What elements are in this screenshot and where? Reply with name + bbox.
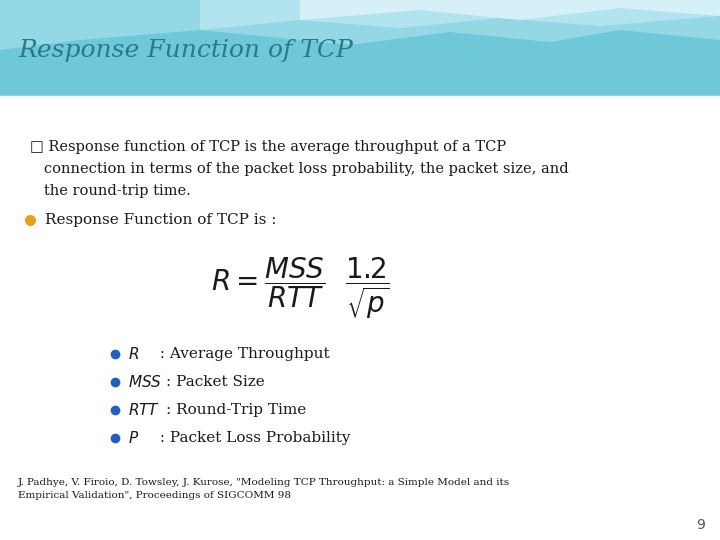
- Text: $\mathit{P}$: $\mathit{P}$: [128, 430, 139, 446]
- Text: J. Padhye, V. Firoio, D. Towsley, J. Kurose, "Modeling TCP Throughput: a Simple : J. Padhye, V. Firoio, D. Towsley, J. Kur…: [18, 478, 510, 500]
- Text: : Average Throughput: : Average Throughput: [150, 347, 330, 361]
- Polygon shape: [200, 0, 720, 30]
- Polygon shape: [0, 0, 720, 95]
- Polygon shape: [0, 95, 720, 540]
- Text: : Packet Loss Probability: : Packet Loss Probability: [150, 431, 351, 445]
- Text: the round-trip time.: the round-trip time.: [30, 184, 191, 198]
- Text: $\mathit{R} = \dfrac{\mathit{MSS}}{\mathit{RTT}}\ \ \dfrac{1.2}{\sqrt{\mathit{p}: $\mathit{R} = \dfrac{\mathit{MSS}}{\math…: [211, 255, 390, 321]
- Text: □ Response function of TCP is the average throughput of a TCP: □ Response function of TCP is the averag…: [30, 140, 506, 154]
- Polygon shape: [300, 0, 720, 20]
- Text: $\mathit{MSS}$: $\mathit{MSS}$: [128, 374, 162, 390]
- Text: Response Function of TCP is :: Response Function of TCP is :: [45, 213, 276, 227]
- Text: 9: 9: [696, 518, 705, 532]
- Text: $\mathit{RTT}$: $\mathit{RTT}$: [128, 402, 161, 418]
- Text: Response Function of TCP: Response Function of TCP: [18, 38, 353, 62]
- Text: $\mathit{R}$: $\mathit{R}$: [128, 346, 139, 362]
- Text: : Round-Trip Time: : Round-Trip Time: [166, 403, 306, 417]
- Text: connection in terms of the packet loss probability, the packet size, and: connection in terms of the packet loss p…: [30, 162, 569, 176]
- Text: : Packet Size: : Packet Size: [166, 375, 265, 389]
- Polygon shape: [0, 0, 720, 50]
